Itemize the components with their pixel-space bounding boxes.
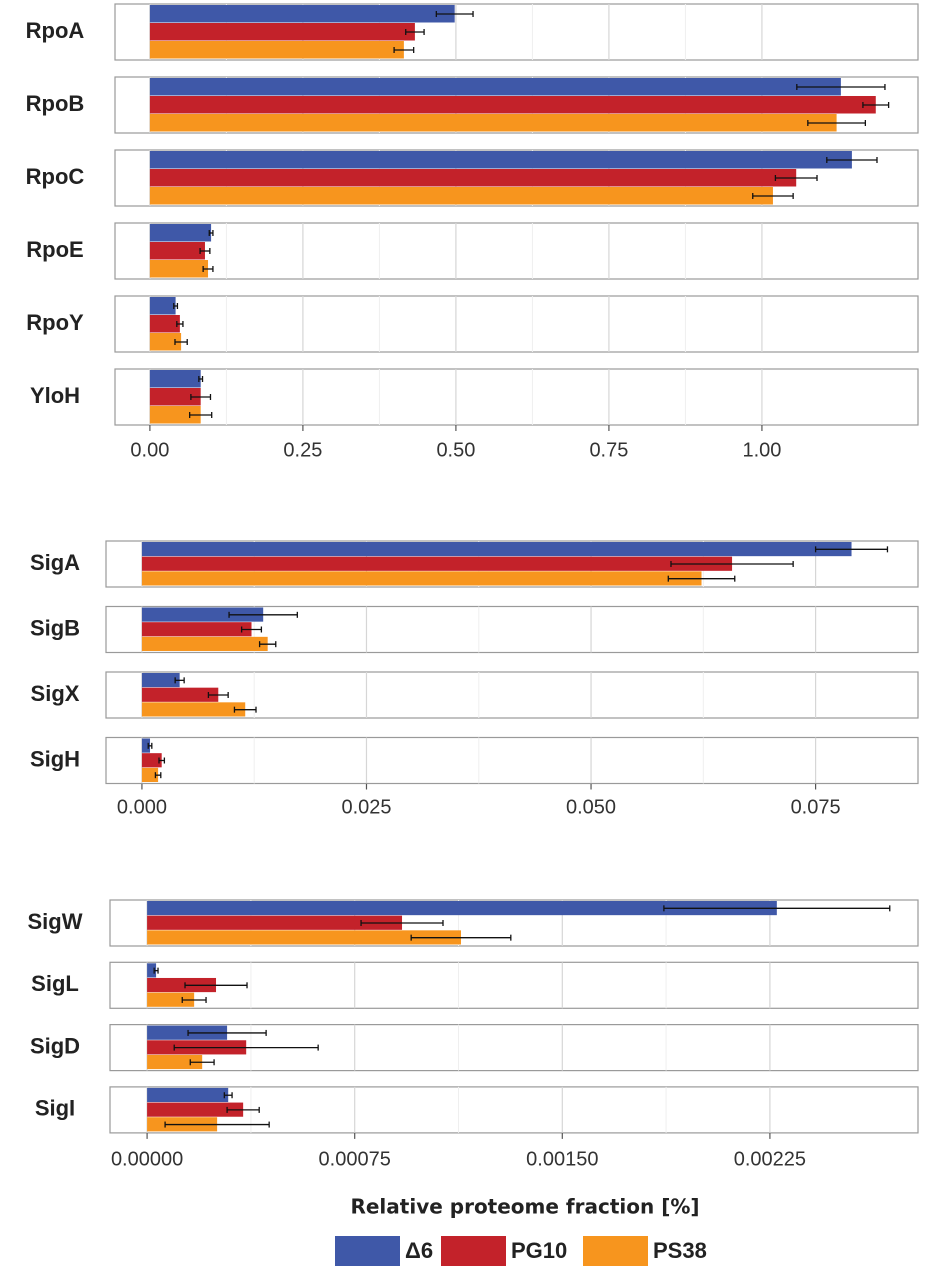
bar [141, 753, 162, 768]
bar [149, 333, 182, 351]
bar [141, 738, 151, 753]
bar [149, 78, 841, 96]
bar [141, 542, 852, 557]
bar [141, 556, 733, 571]
x-tick-label: 0.50 [436, 439, 475, 461]
category-label: SigD [30, 1033, 80, 1058]
bar [147, 915, 403, 930]
legend-swatch [335, 1236, 400, 1266]
category-label: YloH [30, 383, 80, 408]
category-label: SigH [30, 746, 80, 771]
bar [147, 963, 157, 978]
category-label: SigX [31, 681, 80, 706]
bar [147, 1054, 203, 1070]
bar [149, 169, 797, 187]
x-tick-label: 0.00225 [734, 1148, 806, 1170]
bar [141, 571, 702, 586]
bar [147, 1087, 229, 1103]
x-tick-label: 0.000 [117, 796, 167, 818]
category-label: SigB [30, 615, 80, 640]
category-label: RpoB [26, 91, 85, 116]
bar [141, 767, 159, 782]
bar [147, 930, 461, 945]
category-label: RpoY [26, 310, 84, 335]
x-tick-label: 0.75 [589, 439, 628, 461]
bar [147, 1102, 244, 1117]
category-label: SigA [30, 550, 80, 575]
bar [149, 224, 212, 242]
category-label: RpoC [26, 164, 85, 189]
x-tick-label: 0.00150 [526, 1148, 598, 1170]
bar [149, 96, 876, 114]
bar [149, 315, 180, 333]
bar [141, 636, 268, 651]
bar [141, 673, 180, 688]
category-label: SigI [35, 1096, 75, 1121]
category-label: RpoA [26, 18, 85, 43]
category-label: SigW [28, 909, 83, 934]
legend-swatch [583, 1236, 648, 1266]
x-tick-label: 0.00075 [319, 1148, 391, 1170]
bar [147, 992, 195, 1007]
legend-label: PS38 [653, 1238, 707, 1263]
bar [149, 23, 415, 41]
x-tick-label: 0.25 [283, 439, 322, 461]
bar [141, 702, 246, 717]
bar [141, 622, 252, 637]
bar [149, 370, 201, 388]
bar [149, 406, 201, 424]
category-label: SigL [31, 971, 79, 996]
category-label: RpoE [26, 237, 83, 262]
x-tick-label: 0.00000 [111, 1148, 183, 1170]
bar [149, 260, 209, 278]
x-tick-label: 1.00 [742, 439, 781, 461]
bar [149, 114, 837, 132]
panel-strip [114, 368, 919, 426]
x-tick-label: 0.075 [791, 796, 841, 818]
panel-strip [105, 736, 919, 785]
bar [149, 187, 773, 205]
legend-label: Δ6 [405, 1238, 433, 1263]
bar [149, 388, 201, 406]
x-tick-label: 0.00 [130, 439, 169, 461]
bar [141, 607, 264, 622]
bar [149, 242, 205, 260]
x-tick-label: 0.025 [341, 796, 391, 818]
legend-label: PG10 [511, 1238, 567, 1263]
bar [149, 297, 176, 315]
panel-strip [114, 222, 919, 280]
legend-swatch [441, 1236, 506, 1266]
panel-strip [114, 295, 919, 353]
bar [147, 977, 217, 993]
bar [147, 1025, 228, 1040]
x-axis-label: Relative proteome fraction [%] [350, 1195, 699, 1219]
bar [147, 901, 777, 916]
bar [141, 687, 219, 702]
bar [149, 5, 455, 23]
bar [149, 151, 852, 169]
bar [149, 41, 404, 59]
x-tick-label: 0.050 [566, 796, 616, 818]
